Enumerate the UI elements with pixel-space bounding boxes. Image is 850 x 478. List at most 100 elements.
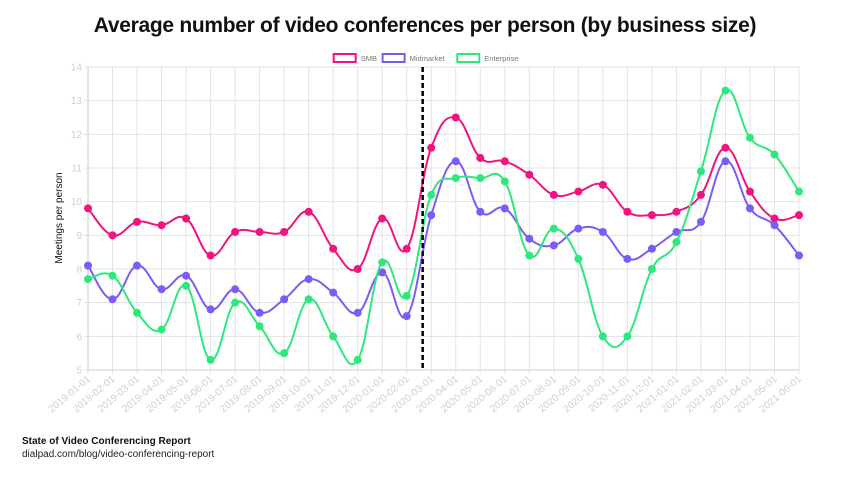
data-point[interactable]	[721, 157, 730, 166]
data-point[interactable]	[378, 268, 387, 277]
data-point[interactable]	[157, 325, 166, 334]
data-point[interactable]	[598, 180, 607, 189]
legend-item-smb[interactable]: SMB	[332, 53, 377, 63]
data-point[interactable]	[770, 150, 779, 159]
data-point[interactable]	[525, 234, 534, 243]
data-point[interactable]	[231, 285, 240, 294]
data-point[interactable]	[476, 207, 485, 216]
data-point[interactable]	[402, 244, 411, 253]
data-point[interactable]	[721, 143, 730, 152]
data-point[interactable]	[500, 204, 509, 213]
data-point[interactable]	[108, 231, 117, 240]
data-point[interactable]	[574, 254, 583, 263]
data-point[interactable]	[647, 211, 656, 220]
data-point[interactable]	[280, 295, 289, 304]
data-point[interactable]	[280, 349, 289, 358]
data-point[interactable]	[647, 244, 656, 253]
data-point[interactable]	[280, 227, 289, 236]
data-point[interactable]	[353, 355, 362, 364]
data-point[interactable]	[157, 221, 166, 230]
data-point[interactable]	[182, 271, 191, 280]
data-point[interactable]	[525, 170, 534, 179]
data-point[interactable]	[84, 261, 92, 270]
data-point[interactable]	[745, 133, 754, 142]
data-point[interactable]	[427, 190, 436, 199]
data-point[interactable]	[304, 207, 313, 216]
data-point[interactable]	[402, 291, 411, 300]
data-point[interactable]	[549, 241, 558, 250]
data-point[interactable]	[476, 174, 485, 183]
data-point[interactable]	[647, 265, 656, 273]
data-point[interactable]	[182, 214, 191, 223]
source-url[interactable]: dialpad.com/blog/video-conferencing-repo…	[22, 449, 215, 460]
data-point[interactable]	[574, 224, 583, 233]
data-point[interactable]	[598, 332, 607, 341]
data-point[interactable]	[476, 153, 485, 162]
data-point[interactable]	[378, 214, 387, 223]
data-point[interactable]	[427, 143, 436, 152]
data-point[interactable]	[133, 217, 142, 226]
data-point[interactable]	[255, 227, 264, 236]
data-point[interactable]	[108, 295, 117, 304]
data-point[interactable]	[353, 308, 362, 317]
data-point[interactable]	[84, 204, 92, 213]
data-point[interactable]	[623, 332, 632, 341]
data-point[interactable]	[402, 312, 411, 321]
data-point[interactable]	[795, 251, 803, 260]
data-point[interactable]	[500, 177, 509, 186]
data-point[interactable]	[745, 187, 754, 196]
data-point[interactable]	[133, 308, 142, 317]
legend-item-enterprise[interactable]: Enterprise	[456, 53, 518, 63]
data-point[interactable]	[353, 265, 362, 273]
data-point[interactable]	[525, 251, 534, 260]
data-point[interactable]	[672, 238, 681, 247]
data-point[interactable]	[696, 217, 705, 226]
data-point[interactable]	[745, 204, 754, 213]
data-point[interactable]	[255, 308, 264, 317]
data-point[interactable]	[206, 305, 215, 314]
data-point[interactable]	[623, 207, 632, 216]
data-point[interactable]	[133, 261, 142, 270]
data-point[interactable]	[574, 187, 583, 196]
data-point[interactable]	[672, 207, 681, 216]
series-midmarket	[84, 157, 803, 321]
data-point[interactable]	[795, 187, 803, 196]
data-point[interactable]	[378, 258, 387, 267]
data-point[interactable]	[206, 251, 215, 260]
y-tick-label: 12	[71, 130, 83, 141]
data-point[interactable]	[329, 332, 338, 341]
data-point[interactable]	[696, 167, 705, 176]
data-point[interactable]	[549, 224, 558, 233]
data-point[interactable]	[255, 322, 264, 331]
data-point[interactable]	[623, 254, 632, 263]
data-point[interactable]	[329, 288, 338, 297]
legend[interactable]: SMB Midmarket Enterprise	[332, 53, 519, 63]
data-point[interactable]	[231, 227, 240, 236]
grid-lines	[84, 66, 800, 374]
data-point[interactable]	[451, 174, 460, 183]
series-enterprise	[84, 86, 803, 366]
data-point[interactable]	[329, 244, 338, 253]
data-point[interactable]	[721, 86, 730, 95]
data-point[interactable]	[696, 190, 705, 199]
data-point[interactable]	[500, 157, 509, 166]
data-point[interactable]	[206, 355, 215, 364]
data-point[interactable]	[182, 281, 191, 290]
data-point[interactable]	[84, 275, 92, 284]
legend-item-midmarket[interactable]: Midmarket	[381, 53, 446, 63]
data-point[interactable]	[451, 157, 460, 166]
data-point[interactable]	[549, 190, 558, 199]
data-point[interactable]	[770, 221, 779, 230]
data-point[interactable]	[231, 298, 240, 307]
data-point[interactable]	[157, 285, 166, 294]
data-point[interactable]	[304, 295, 313, 304]
data-point[interactable]	[304, 275, 313, 284]
data-point[interactable]	[598, 227, 607, 236]
data-point[interactable]	[770, 214, 779, 223]
data-point[interactable]	[795, 211, 803, 220]
data-point[interactable]	[427, 211, 436, 220]
data-point[interactable]	[451, 113, 460, 122]
data-point[interactable]	[108, 271, 117, 280]
data-point[interactable]	[672, 227, 681, 236]
